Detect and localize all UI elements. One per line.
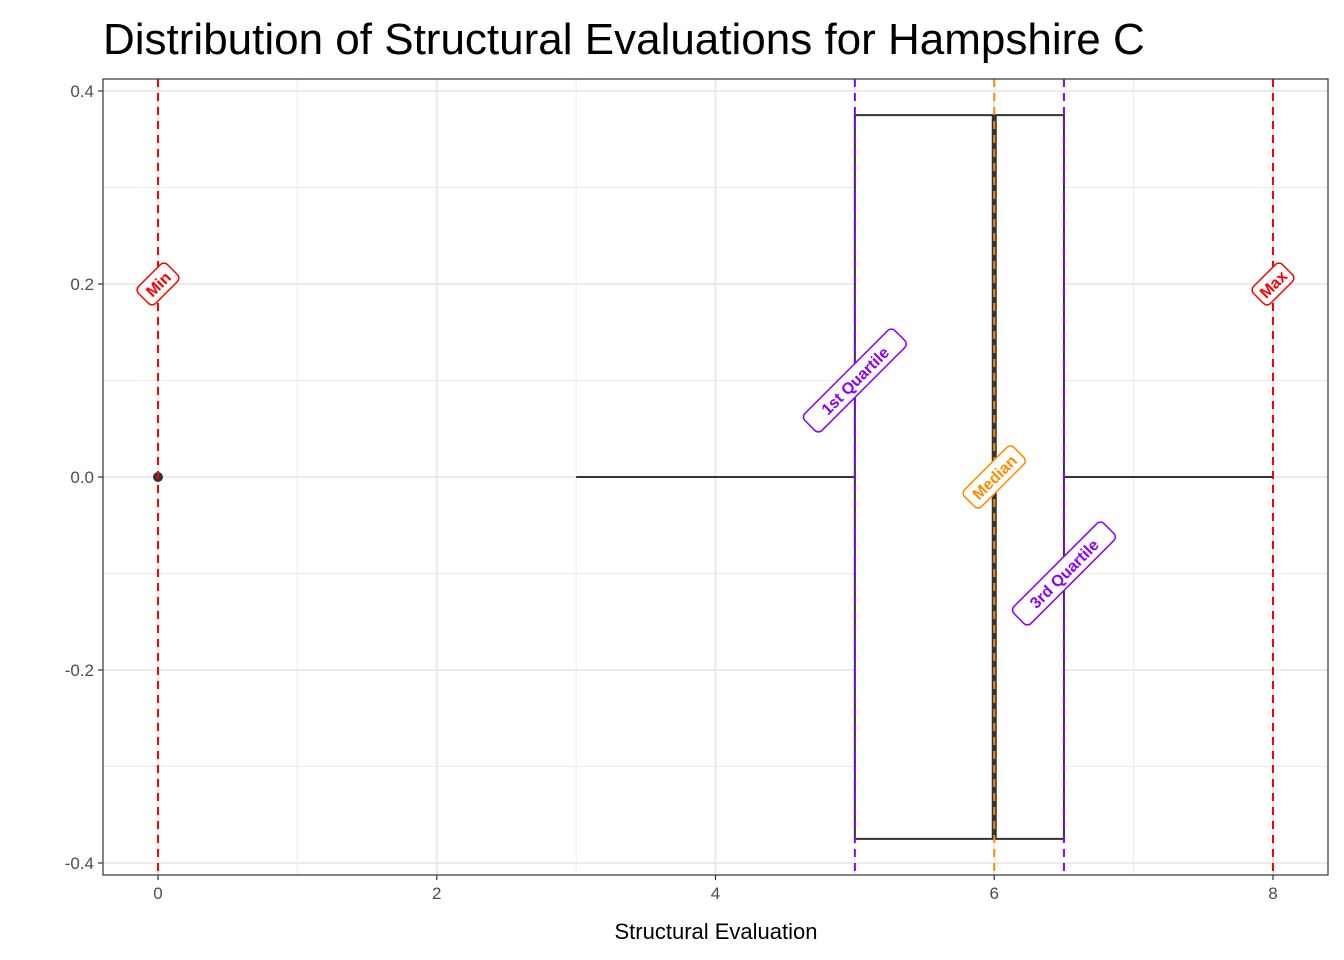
chart-title: Distribution of Structural Evaluations f… — [103, 15, 1145, 64]
y-tick-label: 0.0 — [70, 468, 94, 487]
box — [853, 114, 1065, 840]
plot-border — [102, 78, 1329, 876]
label-box — [136, 262, 180, 306]
x-tick-label: 2 — [432, 884, 441, 903]
x-tick-label: 6 — [990, 884, 999, 903]
x-tick-label: 0 — [153, 884, 162, 903]
label-box — [962, 445, 1027, 509]
label-box — [802, 328, 908, 433]
x-tick-label: 8 — [1268, 884, 1277, 903]
x-axis-title: Structural Evaluation — [615, 919, 818, 944]
label-box — [1011, 521, 1117, 626]
label-box — [1251, 262, 1295, 306]
y-tick-label: -0.2 — [65, 661, 94, 680]
y-tick-label: 0.2 — [70, 275, 94, 294]
y-tick-label: -0.4 — [65, 854, 94, 873]
x-tick-label: 4 — [711, 884, 720, 903]
y-tick-label: 0.4 — [70, 82, 94, 101]
